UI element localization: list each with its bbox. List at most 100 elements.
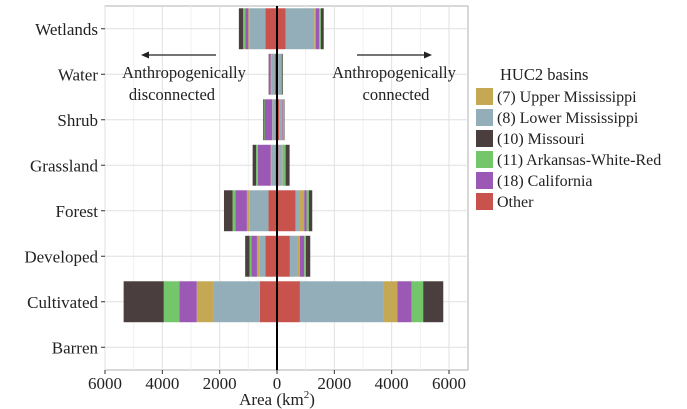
bar-segment-shrub-connected: [279, 99, 283, 141]
bar-segment-grassland-connected: [283, 144, 286, 186]
bar-segment-wetlands-disconnected: [243, 8, 246, 50]
bar-segment-shrub-connected: [277, 99, 280, 141]
bar-segment-forest-disconnected: [249, 190, 269, 232]
y-tick-label-wetlands: Wetlands: [35, 20, 98, 39]
bar-segment-water-connected: [282, 53, 284, 95]
y-tick-label-cultivated: Cultivated: [27, 293, 98, 312]
bar-segment-cultivated-connected: [277, 281, 300, 323]
bar-segment-forest-disconnected: [235, 190, 247, 232]
y-tick-label-grassland: Grassland: [30, 156, 98, 175]
bar-segment-forest-connected: [299, 190, 305, 232]
bar-segment-grassland-disconnected: [256, 144, 258, 186]
y-tick-label-developed: Developed: [24, 247, 98, 266]
bar-segment-water-disconnected: [271, 53, 275, 95]
bar-segment-wetlands-disconnected: [248, 8, 250, 50]
x-tick-label: 6000: [88, 374, 122, 393]
right-arrow-head: [424, 51, 432, 59]
bar-segment-developed-disconnected: [245, 235, 250, 277]
x-tick-label: 0: [273, 374, 282, 393]
legend-label: (18) California: [497, 173, 593, 190]
y-tick-label-barren: Barren: [52, 338, 99, 357]
bar-segment-wetlands-disconnected: [238, 8, 244, 50]
x-tick-label: 6000: [432, 374, 466, 393]
bar-segment-wetlands-connected: [320, 8, 324, 50]
legend: HUC2 basins (7) Upper Mississippi (8) Low…: [476, 65, 661, 211]
bar-segment-shrub-connected: [283, 99, 284, 141]
x-tick-label: 2000: [317, 374, 351, 393]
bar-segment-developed-disconnected: [249, 235, 252, 277]
bar-segment-developed-disconnected: [251, 235, 257, 277]
bar-segment-cultivated-disconnected: [163, 281, 180, 323]
annotation-disconnected: Anthropogenically disconnected: [122, 51, 247, 104]
bar-stacks: [123, 8, 444, 368]
bar-segment-grassland-connected: [282, 144, 284, 186]
legend-swatch: [476, 130, 493, 147]
bar-segment-cultivated-disconnected: [213, 281, 260, 323]
bar-segment-water-connected: [278, 53, 282, 95]
bar-segment-developed-disconnected: [265, 235, 277, 277]
bar-segment-developed-disconnected: [256, 235, 260, 277]
bar-segment-cultivated-connected: [411, 281, 424, 323]
bar-segment-wetlands-disconnected: [265, 8, 277, 50]
y-axis: Wetlands Water Shrub Grassland Forest Develop…: [24, 20, 105, 357]
bar-segment-developed-connected: [305, 235, 311, 277]
left-arrow-head: [141, 51, 149, 59]
annotation-connected-line1: Anthropogenically: [332, 63, 456, 82]
bar-segment-shrub-connected: [282, 99, 284, 141]
annotation-disconnected-line1: Anthropogenically: [122, 63, 246, 82]
bar-segment-forest-connected: [304, 190, 307, 232]
bar-segment-developed-connected: [297, 235, 300, 277]
bar-segment-wetlands-connected: [319, 8, 321, 50]
annotation-disconnected-line2: disconnected: [129, 85, 216, 104]
bar-segment-shrub-disconnected: [263, 99, 265, 141]
bar-segment-forest-connected: [308, 190, 313, 232]
legend-swatch: [476, 109, 493, 126]
bar-segment-water-disconnected: [274, 53, 277, 95]
x-tick-label: 4000: [375, 374, 409, 393]
legend-label: (7) Upper Mississippi: [497, 89, 637, 106]
bar-segment-forest-disconnected: [246, 190, 250, 232]
bar-segment-cultivated-disconnected: [196, 281, 214, 323]
bar-segment-shrub-disconnected: [264, 99, 273, 141]
bar-segment-wetlands-connected: [314, 8, 316, 50]
bar-segment-wetlands-disconnected: [245, 8, 249, 50]
legend-label: (8) Lower Mississippi: [497, 110, 639, 127]
bar-segment-shrub-disconnected: [264, 99, 265, 141]
bar-segment-water-disconnected: [269, 53, 271, 95]
x-axis: 6000 4000 2000 0 2000 4000 6000: [88, 370, 466, 393]
x-axis-title-superscript: 2: [304, 389, 310, 401]
bar-segment-cultivated-connected: [423, 281, 444, 323]
x-axis-title: Area (km2): [239, 389, 315, 409]
bar-segment-grassland-disconnected: [252, 144, 257, 186]
bar-segment-wetlands-connected: [315, 8, 320, 50]
bar-segment-developed-connected: [304, 235, 306, 277]
x-axis-title-text: Area (km: [239, 390, 304, 409]
bar-segment-forest-connected: [295, 190, 300, 232]
bar-segment-shrub-disconnected: [272, 99, 276, 141]
legend-swatch: [476, 193, 493, 210]
bar-segment-forest-disconnected: [223, 190, 233, 232]
bar-segment-developed-connected: [299, 235, 305, 277]
legend-label: (10) Missouri: [497, 131, 585, 148]
bar-segment-grassland-connected: [283, 144, 284, 186]
bar-segment-developed-connected: [277, 235, 290, 277]
legend-swatch: [476, 172, 493, 189]
y-tick-label-forest: Forest: [56, 202, 99, 221]
legend-swatch: [476, 88, 493, 105]
bar-segment-cultivated-disconnected: [179, 281, 197, 323]
bar-segment-water-disconnected: [270, 53, 272, 95]
bar-segment-forest-disconnected: [232, 190, 236, 232]
bar-segment-water-connected: [281, 53, 283, 95]
bar-segment-developed-disconnected: [259, 235, 266, 277]
bar-segment-grassland-disconnected: [271, 144, 276, 186]
bar-segment-forest-disconnected: [268, 190, 277, 232]
x-tick-label: 2000: [203, 374, 237, 393]
bar-segment-wetlands-disconnected: [249, 8, 266, 50]
x-axis-title-close: ): [309, 390, 315, 409]
bar-segment-shrub-connected: [283, 99, 285, 141]
x-tick-label: 4000: [145, 374, 179, 393]
bar-segment-cultivated-connected: [299, 281, 384, 323]
bar-segment-forest-connected: [306, 190, 309, 232]
y-tick-label-water: Water: [58, 65, 98, 84]
